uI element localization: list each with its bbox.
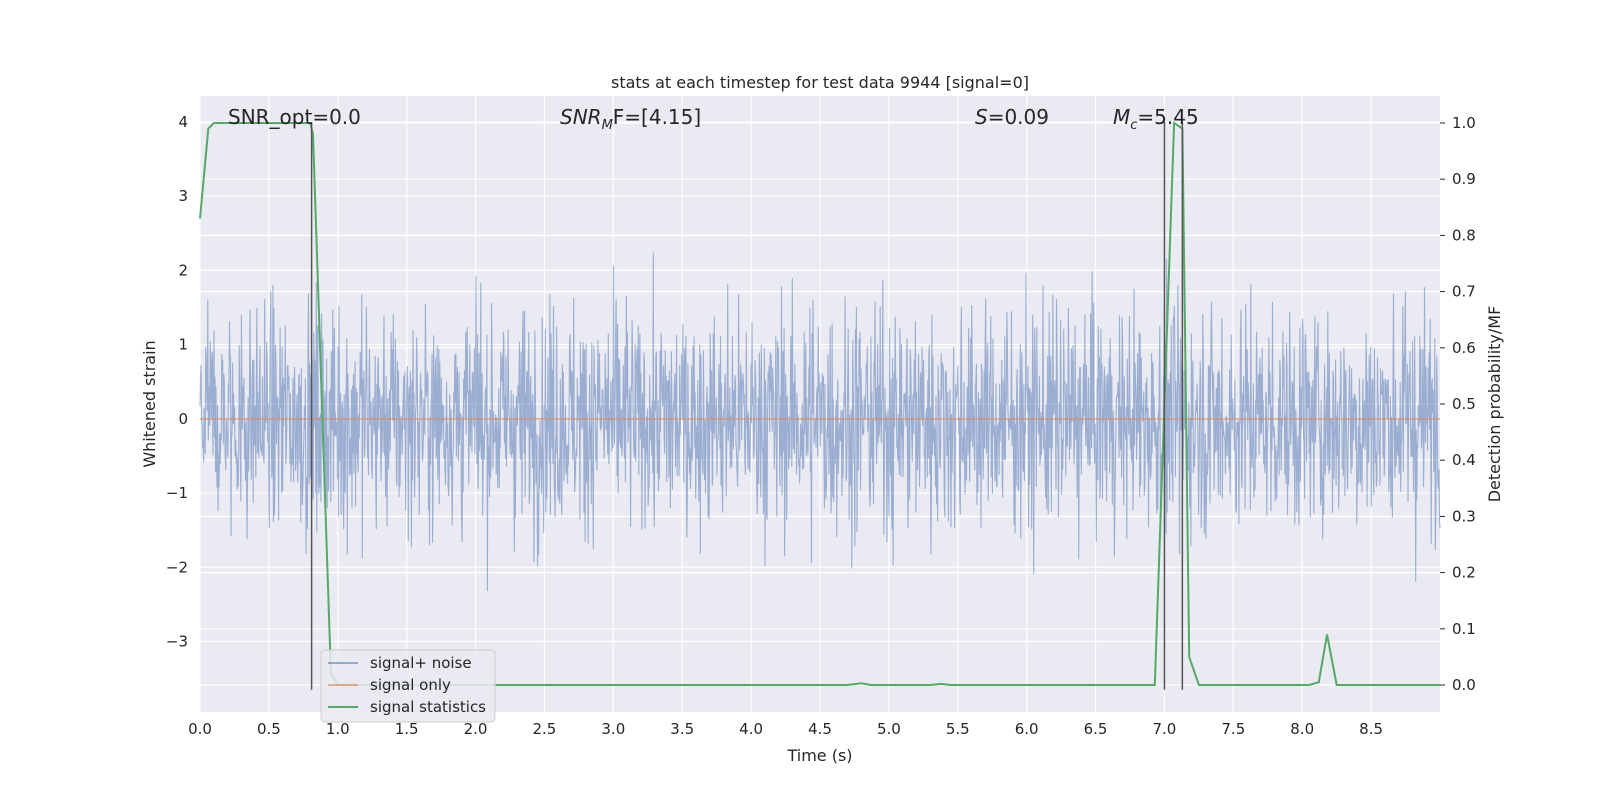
x-tick-label: 2.5 [533, 720, 557, 738]
s-name: S [975, 105, 988, 129]
x-tick-label: 4.5 [808, 720, 832, 738]
y-right-tick-label: 0.4 [1452, 451, 1476, 469]
x-tick-label: 0.5 [257, 720, 281, 738]
x-tick-label: 8.5 [1359, 720, 1383, 738]
y-tick-label: −2 [166, 558, 188, 576]
mc-value: =5.45 [1137, 105, 1198, 129]
series-lines [199, 121, 1440, 686]
y-right-tick-label: 1.0 [1452, 114, 1476, 132]
x-tick-label: 7.0 [1153, 720, 1177, 738]
y-right-tick-label: 0.3 [1452, 507, 1476, 525]
y-tick-label: 4 [178, 113, 188, 131]
x-tick-label: 0.0 [188, 720, 212, 738]
y-axis-label-right: Detection probability/MF [1485, 306, 1504, 503]
y-right-tick-label: 0.0 [1452, 676, 1476, 694]
x-axis-label: Time (s) [786, 746, 852, 765]
x-tick-label: 1.5 [395, 720, 419, 738]
y-axis-label: Whitened strain [140, 340, 159, 467]
legend-label-signal-only: signal only [370, 676, 451, 694]
y-right-tick-label: 0.9 [1452, 170, 1476, 188]
x-tick-label: 2.0 [464, 720, 488, 738]
x-tick-label: 3.5 [670, 720, 694, 738]
legend-label-signal-noise: signal+ noise [370, 654, 472, 672]
signal-noise-line [199, 252, 1441, 592]
vertical-markers [310, 121, 1184, 690]
y-right-tick-label: 0.2 [1452, 564, 1476, 582]
chart-title: stats at each timestep for test data 994… [611, 73, 1029, 92]
x-tick-label: 6.0 [1015, 720, 1039, 738]
x-tick-label: 6.5 [1084, 720, 1108, 738]
x-tick-label: 1.0 [326, 720, 350, 738]
mc-subscript: c [1130, 118, 1137, 133]
snr-mf-subscript: M [602, 118, 613, 133]
y-right-tick-label: 0.8 [1452, 226, 1476, 244]
y-right-tick-label: 0.7 [1452, 283, 1476, 301]
x-tick-label: 7.5 [1221, 720, 1245, 738]
signal-statistics-line [199, 121, 1440, 686]
x-tick-label: 4.0 [739, 720, 763, 738]
legend-box [320, 649, 496, 723]
y-tick-label: −1 [166, 484, 188, 502]
y-tick-label: −3 [166, 632, 188, 650]
x-tick-label: 3.0 [601, 720, 625, 738]
y-tick-label: 1 [178, 336, 188, 354]
legend-label-signal-statistics: signal statistics [370, 698, 486, 716]
tick-labels: 0.0 0.5 1.0 1.5 2.0 2.5 3.0 3.5 4.0 4.5 5.0 5.5 6.0 6… [166, 113, 1476, 738]
y-right-tick-label: 0.1 [1452, 620, 1476, 638]
legend: signal+ noise signal only signal statist… [320, 649, 496, 723]
x-tick-label: 5.0 [877, 720, 901, 738]
snr-mf-value: F=[4.15] [613, 105, 701, 129]
mc-name: M [1113, 105, 1130, 129]
y-right-tick-label: 0.6 [1452, 339, 1476, 357]
annotation-snr-mf: SNRMF=[4.15] [560, 105, 701, 133]
noise-series [199, 252, 1441, 592]
annotation-snr-opt: SNR_opt=0.0 [228, 105, 361, 129]
annotation-mc: Mc=5.45 [1113, 105, 1199, 133]
annotation-s: S=0.09 [975, 105, 1049, 129]
snr-mf-name: SNR [560, 105, 602, 129]
x-tick-label: 5.5 [946, 720, 970, 738]
y-tick-label: 2 [178, 261, 188, 279]
y-tick-label: 3 [178, 187, 188, 205]
x-tick-label: 8.0 [1290, 720, 1314, 738]
y-tick-label: 0 [178, 410, 188, 428]
s-value: =0.09 [988, 105, 1049, 129]
y-right-tick-label: 0.5 [1452, 395, 1476, 413]
